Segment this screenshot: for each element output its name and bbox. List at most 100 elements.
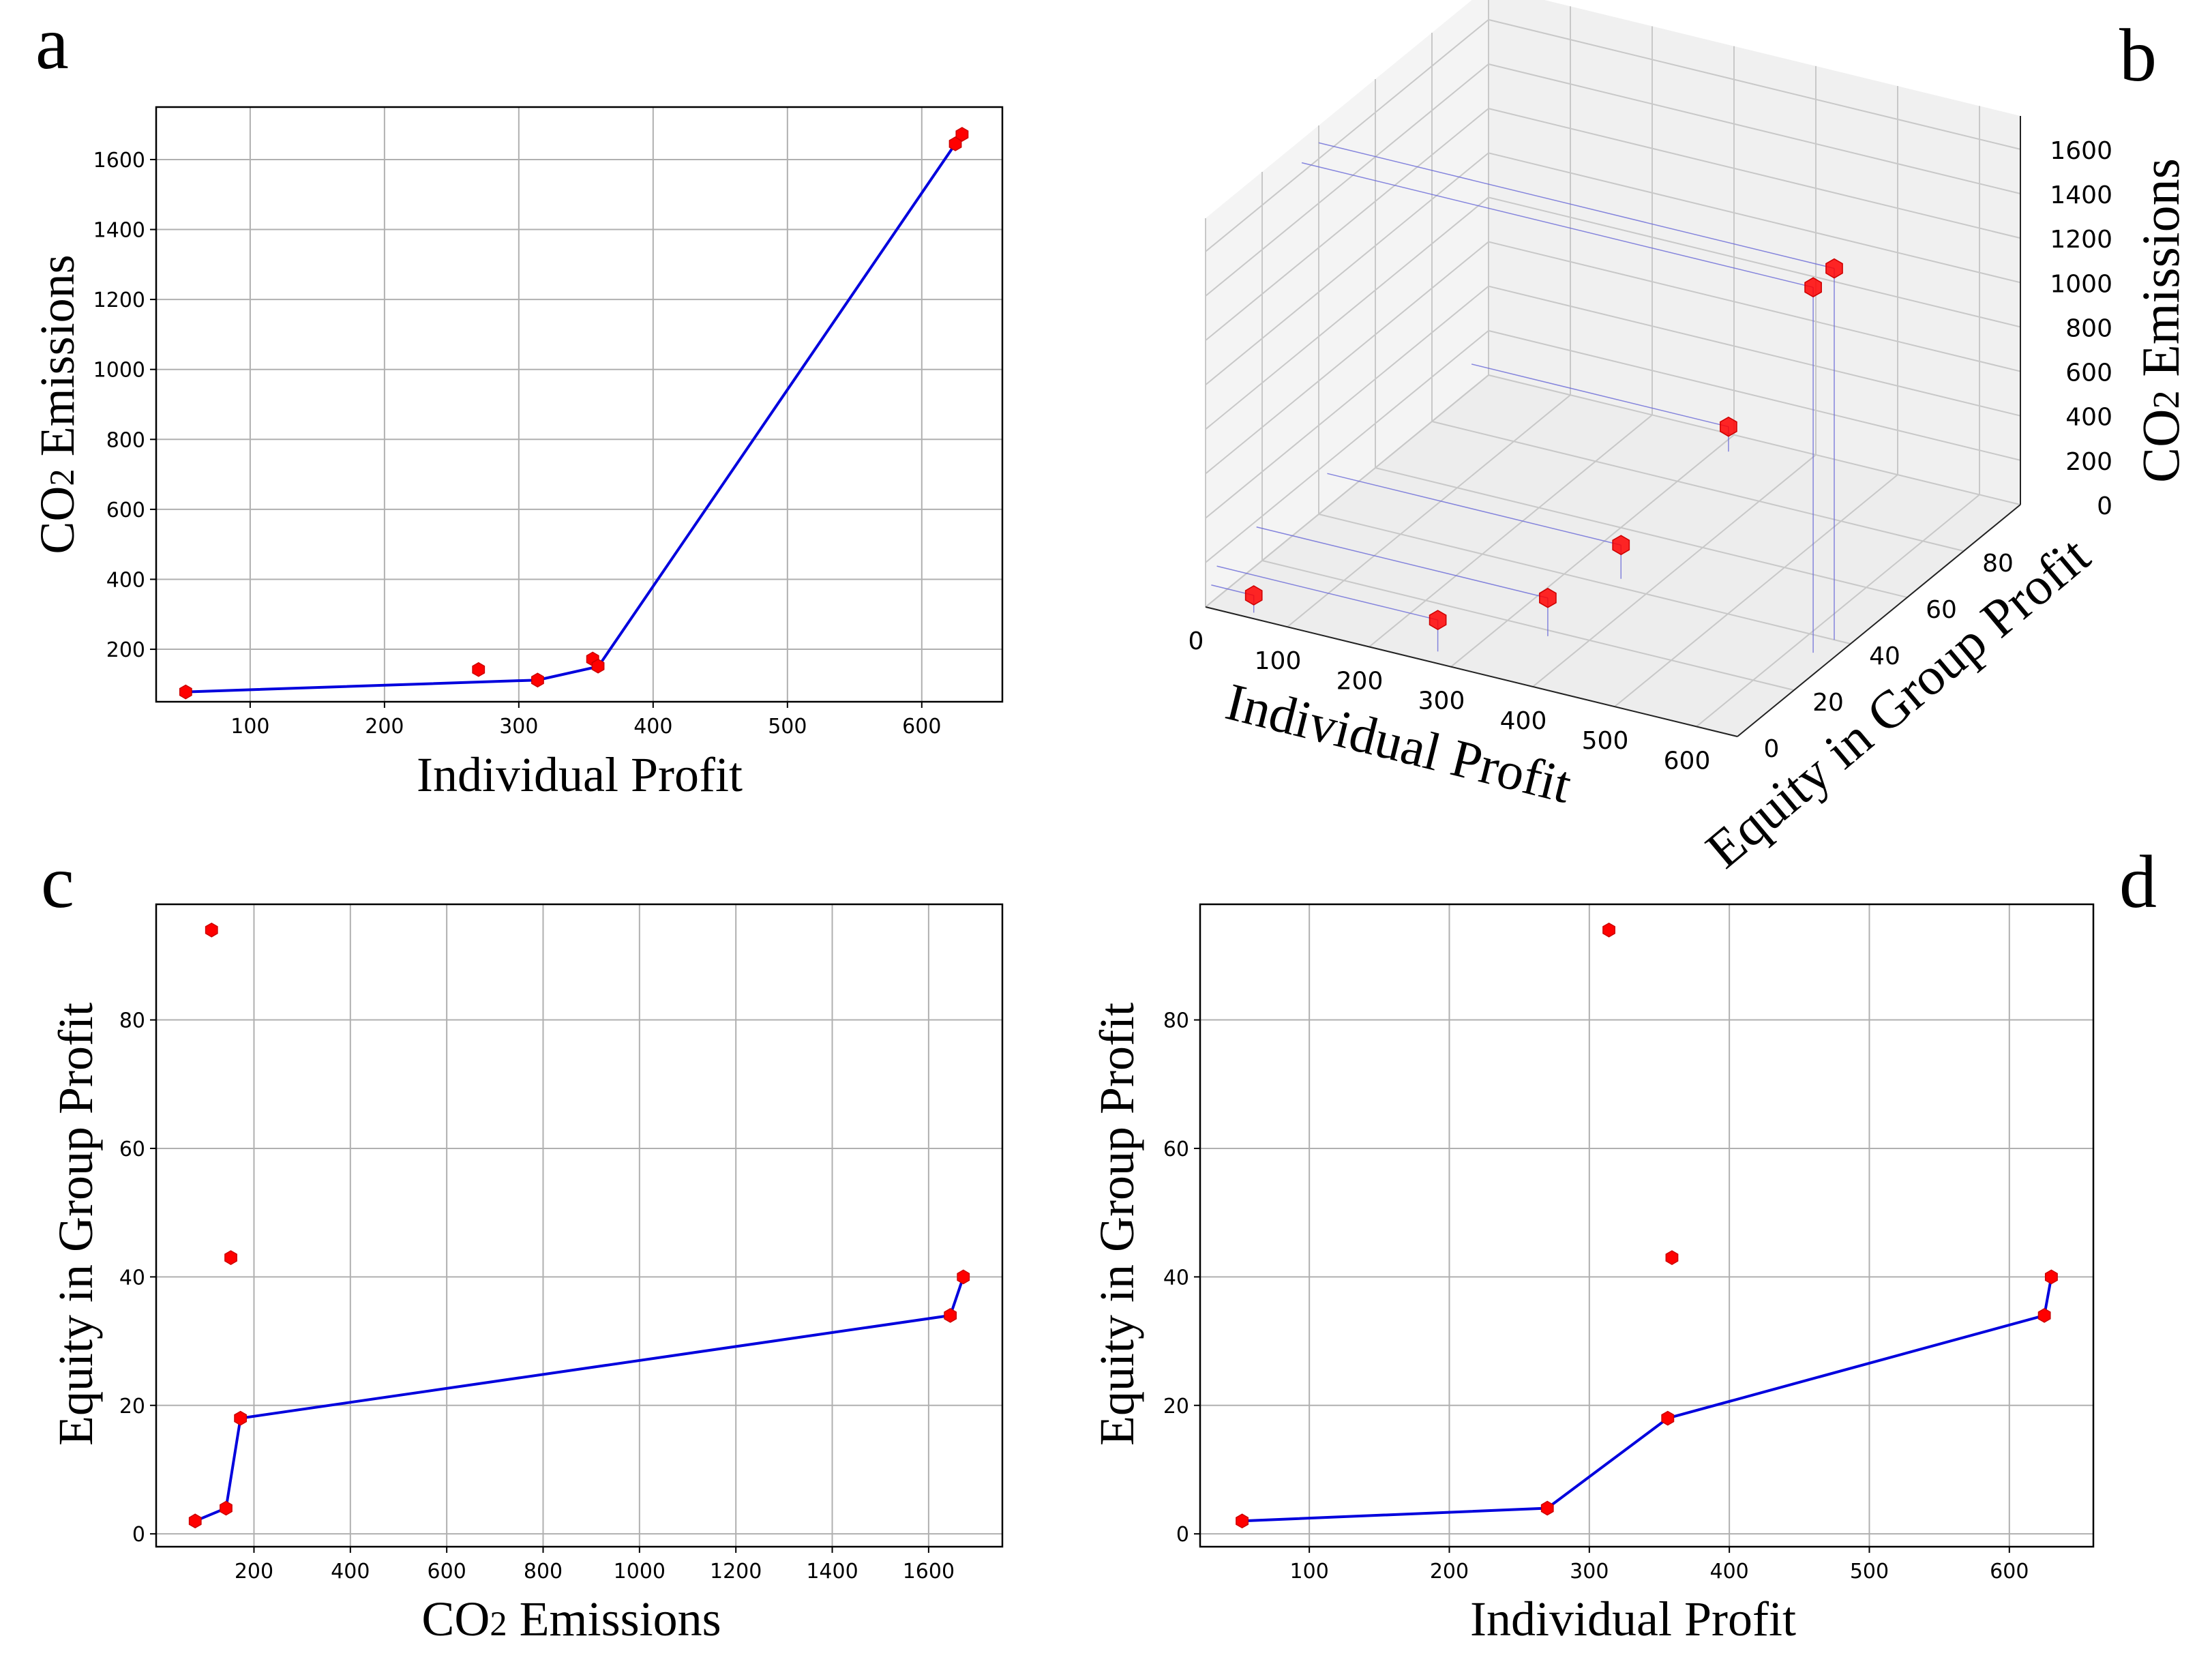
chart-b-xtick-label-1: 100 — [1255, 647, 1302, 675]
chart-b-xtick-label-2: 200 — [1336, 667, 1384, 695]
chart-b-yaxis-line — [1737, 504, 2021, 737]
chart-b-ytick-label-2: 40 — [1869, 642, 1900, 670]
chart-b-ztick-label-6: 1200 — [2050, 226, 2112, 254]
chart-d-point-2 — [1661, 1410, 1675, 1426]
chart-b-ytick-label-4: 80 — [1982, 550, 2014, 578]
chart-b-ytick-label-0: 0 — [1764, 735, 1780, 763]
chart-b-grid — [1205, 0, 2021, 737]
chart-b-xgrid-floor-1 — [1287, 394, 1571, 628]
chart-a-grid — [156, 107, 1002, 702]
chart-d-series-line — [1242, 1277, 2053, 1523]
chart-d-point-4 — [1665, 1250, 1679, 1265]
chart-b-xgrid-floor-3 — [1450, 434, 1735, 668]
chart-a-xtick-label-3: 400 — [633, 715, 672, 739]
chart-c-series-line — [194, 1276, 965, 1523]
chart-b-ygrid-floor-3 — [1375, 467, 1908, 598]
chart-c-xtick-label-1: 400 — [331, 1560, 370, 1584]
chart-b-back-pane — [1489, 0, 2020, 505]
chart-b-ztick-label-5: 1000 — [2050, 270, 2112, 298]
chart-b-projections — [1211, 142, 1835, 653]
chart-a-ytick-label-2: 600 — [106, 499, 145, 522]
chart-b-point-4 — [1612, 535, 1630, 556]
chart-b-zlabel: CO2 Emissions — [2131, 158, 2190, 483]
chart-b-xlabel: Individual Profit — [1221, 671, 1578, 814]
chart-b-point-3 — [1539, 587, 1557, 608]
chart-b-ztick-label-4: 800 — [2065, 314, 2112, 342]
chart-b-ztick-label-0: 0 — [2097, 492, 2112, 520]
chart-b-proj-left-5 — [1301, 162, 1814, 288]
chart-c-point-2 — [234, 1410, 248, 1426]
chart-b-point-5 — [1804, 277, 1822, 298]
chart-a-marks — [179, 127, 969, 700]
chart-a-xtick-label-2: 300 — [499, 715, 538, 739]
chart-a: 100 200 300 400 500 600 200 400 600 800 1000 1200 14… — [30, 106, 1004, 802]
chart-d-xtick-label-3: 400 — [1710, 1560, 1749, 1584]
chart-b-ztick-label-8: 1600 — [2050, 137, 2112, 165]
chart-d-point-6 — [2044, 1269, 2058, 1285]
chart-d-point-1 — [1540, 1500, 1554, 1516]
chart-d-xlabel: Individual Profit — [1470, 1592, 1796, 1646]
chart-b-ztick-label-3: 600 — [2065, 359, 2112, 387]
chart-a-point-1 — [472, 662, 485, 677]
chart-b-marks — [1244, 258, 1843, 630]
chart-b-zgrid-back-6 — [1488, 108, 2021, 239]
chart-b-xtick-label-4: 400 — [1500, 707, 1547, 735]
chart-b-ztick-label-2: 400 — [2065, 404, 2112, 432]
chart-c-ylabel: Equity in Group Profit — [48, 1002, 103, 1446]
chart-d-ticks: 100 200 300 400 500 600 0 20 40 60 80 — [1163, 1009, 2029, 1584]
chart-a-ytick-label-4: 1000 — [93, 359, 145, 383]
chart-b-proj-left-1 — [1216, 565, 1438, 621]
panel-label-c: c — [41, 840, 74, 923]
chart-a-ytick-label-0: 200 — [106, 638, 145, 662]
chart-b-zgrid-left-8 — [1205, 19, 1489, 252]
chart-b-zgrid-back-2 — [1488, 285, 2021, 417]
chart-a-ytick-label-6: 1400 — [93, 219, 145, 243]
chart-b-zgrid-left-3 — [1205, 241, 1489, 475]
chart-b-floor-pane — [1206, 375, 2020, 737]
chart-a-xtick-label-0: 100 — [230, 715, 269, 739]
chart-d-xtick-label-0: 100 — [1290, 1560, 1329, 1584]
chart-a-ytick-label-3: 800 — [106, 428, 145, 452]
chart-b-ygrid-floor-1 — [1261, 560, 1795, 691]
chart-b-zgrid-back-7 — [1488, 63, 2021, 194]
chart-a-xtick-label-5: 600 — [902, 715, 941, 739]
chart-d-marks — [1236, 922, 2058, 1529]
chart-b-xgrid-floor-6 — [1696, 494, 1980, 728]
chart-b-ztick-label-1: 200 — [2065, 448, 2112, 476]
chart-a-point-0 — [179, 684, 192, 700]
chart-a-xlabel: Individual Profit — [417, 747, 743, 802]
chart-c-xtick-label-2: 600 — [428, 1560, 466, 1584]
chart-b-ytick-label-1: 20 — [1812, 689, 1844, 717]
chart-d-frame — [1199, 903, 2095, 1548]
chart-b-zgrid-back-1 — [1488, 329, 2021, 461]
chart-d-ytick-label-3: 60 — [1163, 1138, 1189, 1161]
chart-c-xtick-label-5: 1200 — [710, 1560, 762, 1584]
chart-c-grid — [156, 904, 1002, 1547]
chart-c-ticks: 200 400 600 800 1000 1200 1400 1600 0 20 40 60 80 — [119, 1009, 955, 1584]
chart-d-point-0 — [1236, 1513, 1249, 1529]
chart-c-ytick-label-1: 20 — [119, 1395, 145, 1418]
chart-c-xtick-label-6: 1400 — [806, 1560, 858, 1584]
chart-b-xtick-label-3: 300 — [1418, 687, 1465, 715]
chart-c-xtick-label-3: 800 — [524, 1560, 563, 1584]
chart-b-zgrid-left-0 — [1205, 374, 1489, 608]
chart-d-ytick-label-4: 80 — [1163, 1009, 1189, 1033]
chart-a-xtick-label-4: 500 — [768, 715, 807, 739]
chart-d-ytick-label-0: 0 — [1176, 1523, 1189, 1547]
chart-b-proj-left-3 — [1256, 526, 1549, 599]
chart-b-zgrid-left-1 — [1205, 330, 1489, 563]
chart-b-panes — [1206, 0, 2020, 737]
chart-c-point-5 — [944, 1308, 957, 1323]
chart-c-point-1 — [220, 1500, 233, 1516]
chart-b-xtick-label-0: 0 — [1189, 627, 1204, 655]
panel-label-a: a — [35, 1, 69, 85]
chart-d-xtick-label-4: 500 — [1850, 1560, 1889, 1584]
chart-b-ygrid-floor-4 — [1431, 421, 1964, 552]
chart-c-point-4 — [224, 1250, 237, 1265]
chart-c-point-6 — [957, 1269, 970, 1285]
panel-label-b: b — [2119, 14, 2157, 97]
chart-c-ytick-label-4: 80 — [119, 1009, 145, 1033]
